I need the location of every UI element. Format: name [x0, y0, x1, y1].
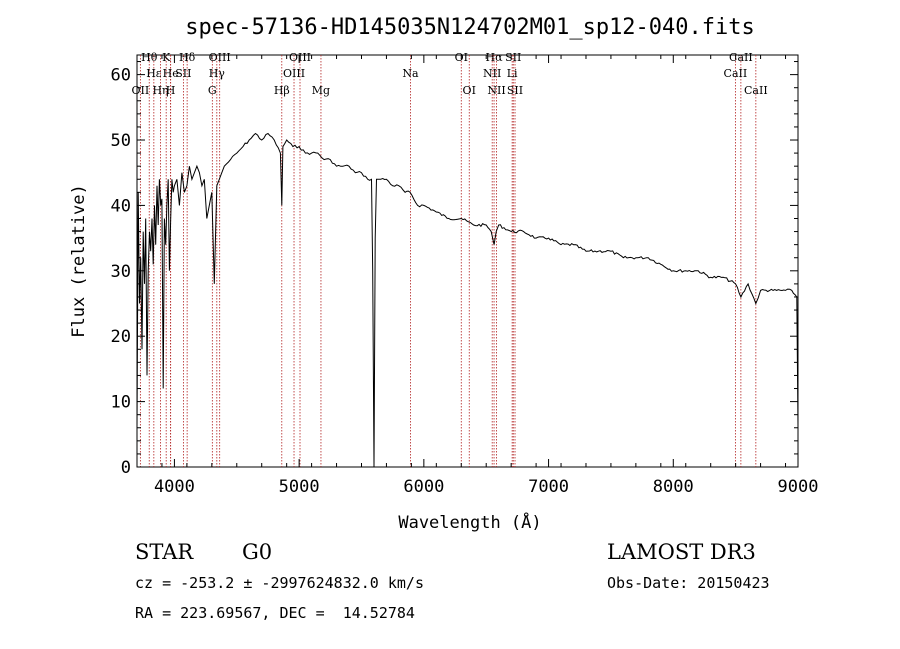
spectral-line-label: Hβ: [274, 84, 290, 97]
y-axis-label: Flux (relative): [69, 184, 89, 338]
spectral-line-label: Hε: [146, 67, 162, 80]
spectral-line-label: Li: [507, 67, 518, 80]
spectral-line-label: OIII: [289, 51, 311, 64]
spectral-line-label: Mg: [312, 84, 330, 97]
spectral-line-label: OIII: [283, 67, 305, 80]
x-tick-label: 8000: [653, 477, 694, 497]
coordinates: RA = 223.69567, DEC = 14.52784: [135, 604, 415, 622]
spectral-line-label: CaII: [729, 51, 753, 64]
spectral-line-label: NII: [483, 67, 501, 80]
subclass: G0: [242, 540, 273, 564]
spectral-line-label: OII: [132, 84, 150, 97]
obs-date: Obs-Date: 20150423: [607, 574, 770, 592]
y-tick-label: 60: [111, 66, 131, 86]
x-axis-label: Wavelength (Å): [398, 511, 541, 533]
x-tick-label: 5000: [279, 477, 320, 497]
spectrum-line: [136, 132, 799, 468]
spectral-line-label: Na: [402, 67, 419, 80]
y-tick-label: 20: [111, 327, 131, 347]
spectral-line-label: NII: [487, 84, 505, 97]
spectral-line-label: Hη: [152, 84, 168, 97]
y-tick-label: 40: [111, 196, 131, 216]
spectral-line-label: Hα: [486, 51, 504, 64]
spectral-line-label: Hθ: [141, 51, 158, 64]
spectral-line-label: K: [162, 51, 171, 64]
spectral-line-label: Hγ: [209, 67, 226, 80]
plot-frame: [136, 54, 799, 468]
spectral-line-label: H: [166, 84, 176, 97]
spectral-line-label: G: [208, 84, 217, 97]
chart-title: spec-57136-HD145035N124702M01_sp12-040.f…: [185, 15, 755, 40]
spectral-line-label: He: [163, 67, 179, 80]
spectral-line-label: SII: [505, 51, 521, 64]
x-tick-label: 4000: [154, 477, 195, 497]
y-tick-label: 30: [111, 262, 131, 282]
object-class: STAR: [135, 540, 194, 564]
x-tick-label: 6000: [403, 477, 444, 497]
spectral-line-label: CaII: [724, 67, 748, 80]
y-tick-label: 10: [111, 393, 131, 413]
y-tick-label: 0: [121, 458, 131, 478]
spectral-line-label: OIII: [209, 51, 231, 64]
spectral-line-label: OI: [463, 84, 476, 97]
spectral-line-markers: [139, 55, 757, 467]
x-tick-label: 7000: [528, 477, 569, 497]
survey-name: LAMOST DR3: [607, 540, 756, 564]
y-tick-label: 50: [111, 131, 131, 151]
x-tick-label: 9000: [778, 477, 819, 497]
spectral-line-label: SII: [507, 84, 523, 97]
spectral-line-label: CaII: [744, 84, 768, 97]
spectral-line-label: SII: [175, 67, 191, 80]
redshift-info: cz = -253.2 ± -2997624832.0 km/s: [135, 574, 424, 592]
